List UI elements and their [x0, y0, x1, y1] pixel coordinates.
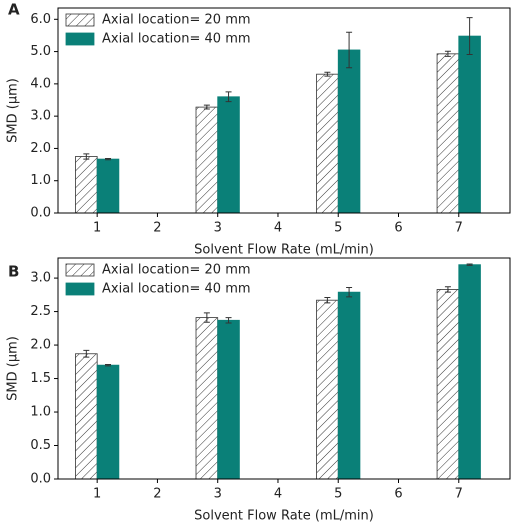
x-tick-label: 3 — [214, 487, 222, 502]
y-tick-label: 6.0 — [30, 12, 51, 27]
x-tick-label: 6 — [394, 487, 402, 502]
x-tick-label: 3 — [214, 221, 222, 236]
error-bar — [324, 297, 331, 304]
error-bar — [225, 317, 232, 324]
bar — [458, 35, 481, 214]
panel-label: B — [8, 263, 19, 281]
error-bar — [346, 31, 353, 69]
y-tick-label: 2.0 — [30, 141, 51, 156]
bar — [75, 156, 98, 214]
bar — [75, 353, 98, 480]
plot-frame — [57, 7, 511, 214]
legend-swatch — [65, 32, 95, 46]
bar — [436, 53, 460, 214]
legend-label: Axial location= 20 mm — [102, 13, 251, 28]
bar — [316, 299, 339, 480]
y-tick-label: 1.0 — [30, 405, 51, 420]
y-axis-label: SMD (μm) — [6, 78, 21, 143]
x-tick-label: 4 — [274, 487, 282, 502]
error-bar — [225, 91, 232, 103]
y-tick-label: 5.0 — [30, 44, 51, 59]
x-axis-label: Solvent Flow Rate (mL/min) — [194, 509, 374, 524]
y-tick-label: 2.0 — [30, 338, 51, 353]
y-tick-label: 0.0 — [30, 472, 51, 487]
y-tick-label: 0.0 — [30, 206, 51, 221]
error-bar — [324, 71, 331, 77]
x-tick-label: 7 — [455, 221, 463, 236]
y-tick-label: 0.5 — [30, 438, 51, 453]
legend-label: Axial location= 20 mm — [102, 263, 251, 278]
error-bar — [105, 363, 112, 367]
x-tick-label: 7 — [455, 487, 463, 502]
bar — [96, 158, 120, 214]
bar — [195, 106, 219, 214]
x-axis-label: Solvent Flow Rate (mL/min) — [194, 243, 374, 258]
plot-frame — [57, 257, 511, 480]
bar — [96, 364, 120, 480]
bar — [217, 319, 240, 480]
error-bar — [83, 153, 90, 160]
error-bar — [203, 104, 210, 110]
y-tick-label: 3.0 — [30, 271, 51, 286]
legend-swatch — [65, 263, 95, 277]
bar — [316, 73, 339, 214]
bar — [195, 317, 219, 480]
x-tick-label: 4 — [274, 221, 282, 236]
x-tick-label: 5 — [334, 487, 342, 502]
error-bar — [346, 286, 353, 298]
x-tick-label: 2 — [153, 487, 161, 502]
error-bar — [83, 349, 90, 358]
panel-label: A — [8, 1, 20, 19]
bar — [458, 264, 481, 480]
legend-swatch — [65, 13, 95, 27]
error-bar — [444, 286, 451, 293]
y-tick-label: 1.5 — [30, 371, 51, 386]
error-bar — [105, 157, 112, 161]
error-bar — [466, 263, 473, 266]
bar — [337, 291, 361, 480]
y-axis-label: SMD (μm) — [6, 336, 21, 401]
legend-label: Axial location= 40 mm — [102, 282, 251, 297]
bar — [436, 289, 460, 480]
x-tick-label: 1 — [93, 221, 101, 236]
x-tick-label: 6 — [394, 221, 402, 236]
bar — [217, 96, 240, 214]
legend-swatch — [65, 282, 95, 296]
y-tick-label: 3.0 — [30, 109, 51, 124]
error-bar — [444, 50, 451, 57]
y-tick-label: 2.5 — [30, 304, 51, 319]
error-bar — [203, 312, 210, 323]
legend-label: Axial location= 40 mm — [102, 32, 251, 47]
x-tick-label: 2 — [153, 221, 161, 236]
x-tick-label: 5 — [334, 221, 342, 236]
error-bar — [466, 17, 473, 55]
y-tick-label: 1.0 — [30, 173, 51, 188]
y-tick-label: 4.0 — [30, 76, 51, 91]
bar — [337, 49, 361, 214]
x-tick-label: 1 — [93, 487, 101, 502]
